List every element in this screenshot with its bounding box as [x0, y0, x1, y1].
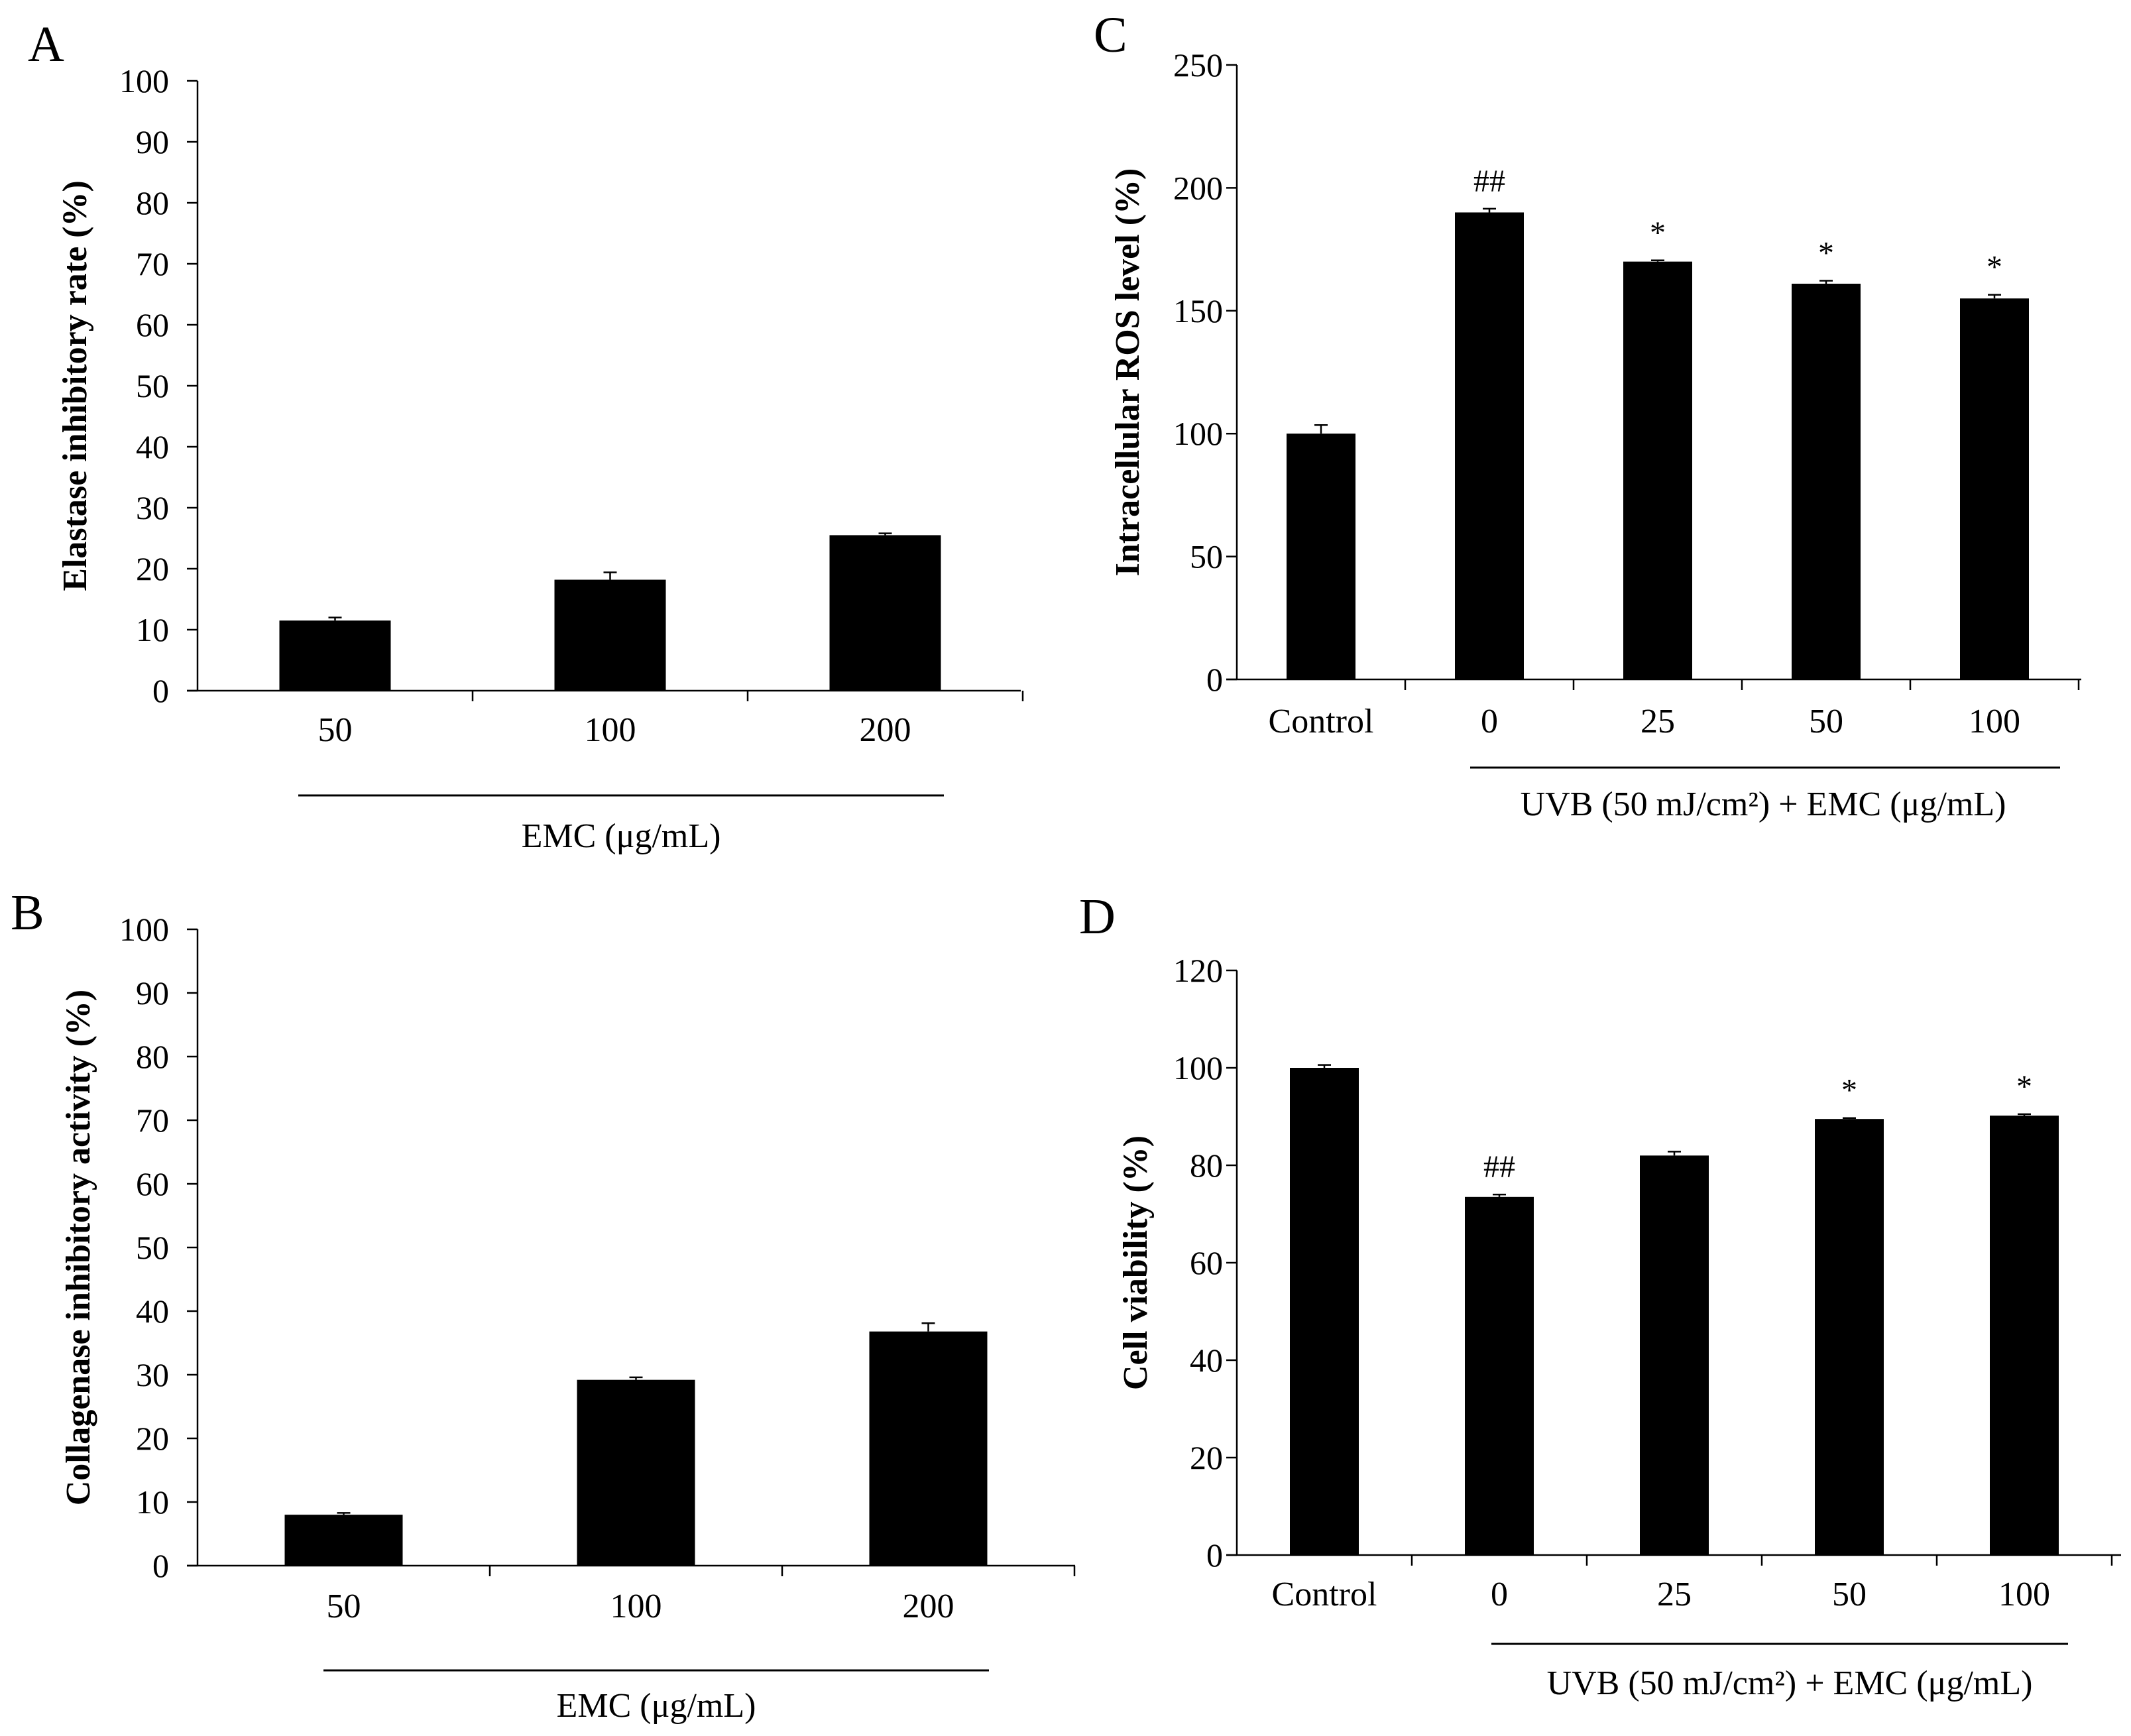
panel-letter-c: C [1094, 7, 1127, 63]
significance-mark: * [1818, 236, 1834, 271]
bar [1623, 261, 1692, 679]
y-tick-label: 80 [136, 1038, 169, 1075]
y-tick-label: 0 [1206, 661, 1223, 698]
panel-b-collagenase-chart: 0 10 20 30 40 50 60 70 80 90 100 50 100 200 EMC (μg/mL… [60, 911, 1076, 1725]
y-tick-label: 250 [1173, 46, 1223, 84]
significance-mark: ## [1483, 1149, 1515, 1185]
y-tick-label: 70 [136, 1102, 169, 1139]
y-axis-title: Collagenase inhibitory activity (%) [60, 990, 97, 1506]
category-label: 25 [1641, 703, 1675, 740]
bar [1792, 284, 1861, 680]
bar [1990, 1116, 2059, 1555]
y-tick-label: 60 [136, 306, 169, 343]
category-label: 50 [318, 711, 353, 749]
y-tick-label: 10 [136, 1483, 169, 1521]
bar [554, 579, 666, 691]
significance-mark: * [1987, 250, 2002, 285]
y-axis-title: Cell viability (%) [1117, 1135, 1155, 1390]
y-tick-label: 90 [136, 123, 169, 160]
significance-mark: * [1841, 1073, 1857, 1108]
category-label: 50 [1832, 1576, 1867, 1613]
y-tick-label: 50 [1190, 538, 1223, 575]
category-label: 0 [1491, 1576, 1508, 1613]
y-tick-label: 50 [136, 367, 169, 404]
y-tick-label: 20 [136, 1420, 169, 1457]
category-label: 200 [903, 1588, 954, 1625]
y-tick-label: 30 [136, 489, 169, 526]
y-tick-label: 150 [1173, 292, 1223, 329]
category-label: Control [1269, 703, 1374, 740]
category-label: Control [1272, 1576, 1377, 1613]
y-tick-label: 100 [1173, 1049, 1223, 1086]
y-tick-label: 0 [152, 672, 169, 709]
y-tick-label: 40 [136, 428, 169, 465]
y-tick-label: 60 [1190, 1244, 1223, 1281]
bar [1465, 1196, 1534, 1555]
y-tick-label: 30 [136, 1356, 169, 1393]
y-tick-label: 90 [136, 974, 169, 1012]
bar [577, 1379, 695, 1566]
significance-mark: * [1650, 215, 1666, 251]
bar [1290, 1068, 1359, 1555]
y-tick-label: 50 [136, 1229, 169, 1266]
y-tick-label: 10 [136, 611, 169, 648]
panel-letter-b: B [11, 885, 44, 941]
y-tick-label: 100 [1173, 415, 1223, 452]
bar [284, 1515, 403, 1566]
significance-mark: ## [1473, 164, 1505, 199]
y-tick-label: 40 [136, 1293, 169, 1330]
y-axis-title: Intracellular ROS level (%) [1109, 168, 1147, 577]
category-label: 100 [1969, 703, 2020, 740]
bar [1960, 298, 2029, 679]
category-label: 50 [327, 1588, 361, 1625]
x-axis-title: UVB (50 mJ/cm²) + EMC (μg/mL) [1521, 785, 2006, 823]
y-tick-label: 100 [119, 62, 169, 99]
category-label: 0 [1481, 703, 1498, 740]
panel-d-viability-chart: 0 20 40 60 80 100 120 Control 0 ## 25 50 * 100 * UVB (5… [1117, 952, 2121, 1702]
category-label: 25 [1657, 1576, 1692, 1613]
category-label: 100 [585, 711, 636, 749]
bar [1455, 212, 1524, 680]
x-axis-title: EMC (μg/mL) [557, 1687, 756, 1725]
category-label: 100 [610, 1588, 662, 1625]
y-tick-label: 40 [1190, 1342, 1223, 1379]
category-label: 100 [1998, 1576, 2050, 1613]
y-tick-label: 120 [1173, 952, 1223, 989]
y-tick-label: 20 [136, 550, 169, 587]
x-axis-title: EMC (μg/mL) [522, 817, 721, 855]
y-axis-title: Elastase inhibitory rate (%) [56, 180, 94, 591]
y-tick-label: 0 [1206, 1536, 1223, 1574]
y-tick-label: 70 [136, 245, 169, 282]
y-tick-label: 60 [136, 1165, 169, 1202]
y-tick-label: 80 [136, 184, 169, 221]
category-label: 200 [860, 711, 911, 749]
x-axis-title: UVB (50 mJ/cm²) + EMC (μg/mL) [1547, 1664, 2033, 1702]
bar [829, 535, 941, 691]
significance-mark: * [2016, 1069, 2032, 1104]
y-tick-label: 80 [1190, 1147, 1223, 1184]
bar [869, 1331, 988, 1566]
bar [1815, 1119, 1884, 1555]
panel-a-elastase-chart: 0 10 20 30 40 50 60 70 80 90 100 50 100 200 EMC (μg/mL… [56, 62, 1024, 855]
bar [1640, 1155, 1709, 1555]
panel-letter-d: D [1079, 889, 1116, 945]
category-label: 50 [1809, 703, 1843, 740]
panel-c-ros-chart: 0 50 100 150 200 250 Control 0 ## 25 * 50 * 100 * UVB (… [1109, 46, 2081, 823]
y-tick-label: 0 [152, 1547, 169, 1584]
y-tick-label: 100 [119, 911, 169, 948]
bar [279, 620, 391, 691]
panel-letter-a: A [28, 17, 64, 72]
y-tick-label: 200 [1173, 169, 1223, 206]
bar [1287, 434, 1355, 679]
y-tick-label: 20 [1190, 1439, 1223, 1476]
